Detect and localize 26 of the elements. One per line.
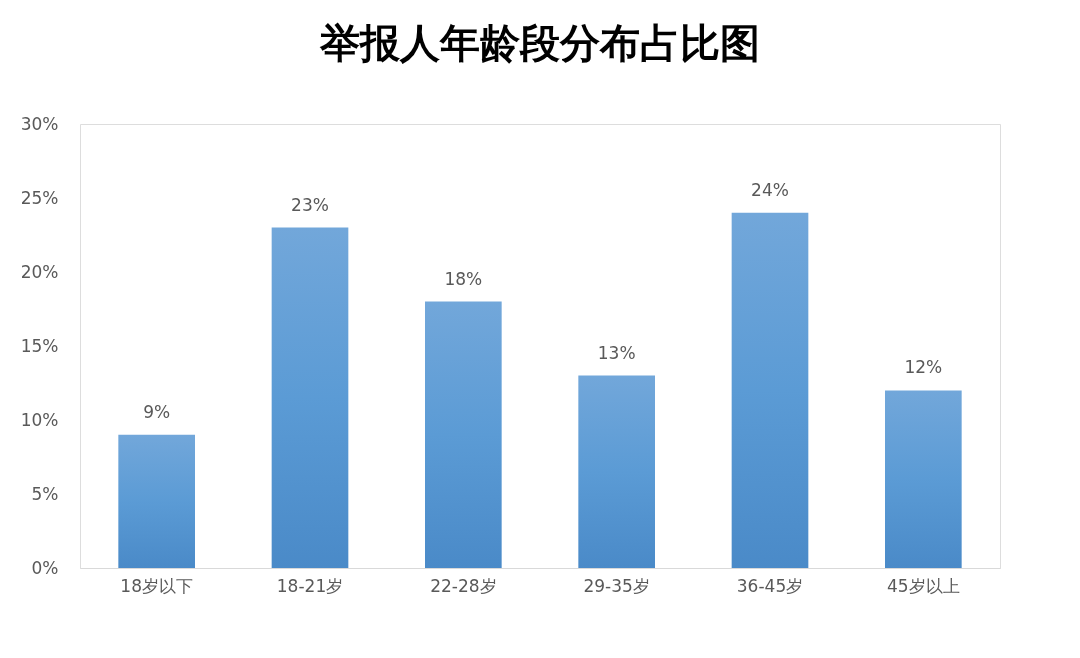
y-tick-label: 10% <box>20 409 59 430</box>
data-label: 24% <box>751 179 789 200</box>
x-tick-label: 36-45岁 <box>736 575 804 596</box>
bar <box>118 434 195 568</box>
y-tick-label: 5% <box>31 483 59 504</box>
bar <box>271 227 349 568</box>
x-tick-label: 22-28岁 <box>430 575 497 596</box>
y-tick-label: 0% <box>31 557 59 578</box>
data-label: 9% <box>143 401 171 422</box>
data-label: 23% <box>291 194 329 215</box>
chart-title: 举报人年龄段分布占比图 <box>319 21 760 66</box>
data-label: 18% <box>444 268 483 289</box>
data-label: 12% <box>904 357 943 378</box>
y-tick-label: 20% <box>20 261 59 282</box>
x-tick-label: 18-21岁 <box>276 575 344 596</box>
bar <box>885 390 962 568</box>
x-tick-label: 18岁以下 <box>120 575 193 596</box>
data-label: 13% <box>597 342 636 363</box>
y-tick-label: 30% <box>20 113 59 134</box>
bar <box>578 375 655 568</box>
bar <box>731 212 809 568</box>
bar <box>425 301 502 568</box>
y-tick-label: 15% <box>20 335 59 356</box>
x-tick-label: 45岁以上 <box>887 575 960 596</box>
x-tick-label: 29-35岁 <box>583 575 650 596</box>
y-tick-label: 25% <box>20 187 59 208</box>
